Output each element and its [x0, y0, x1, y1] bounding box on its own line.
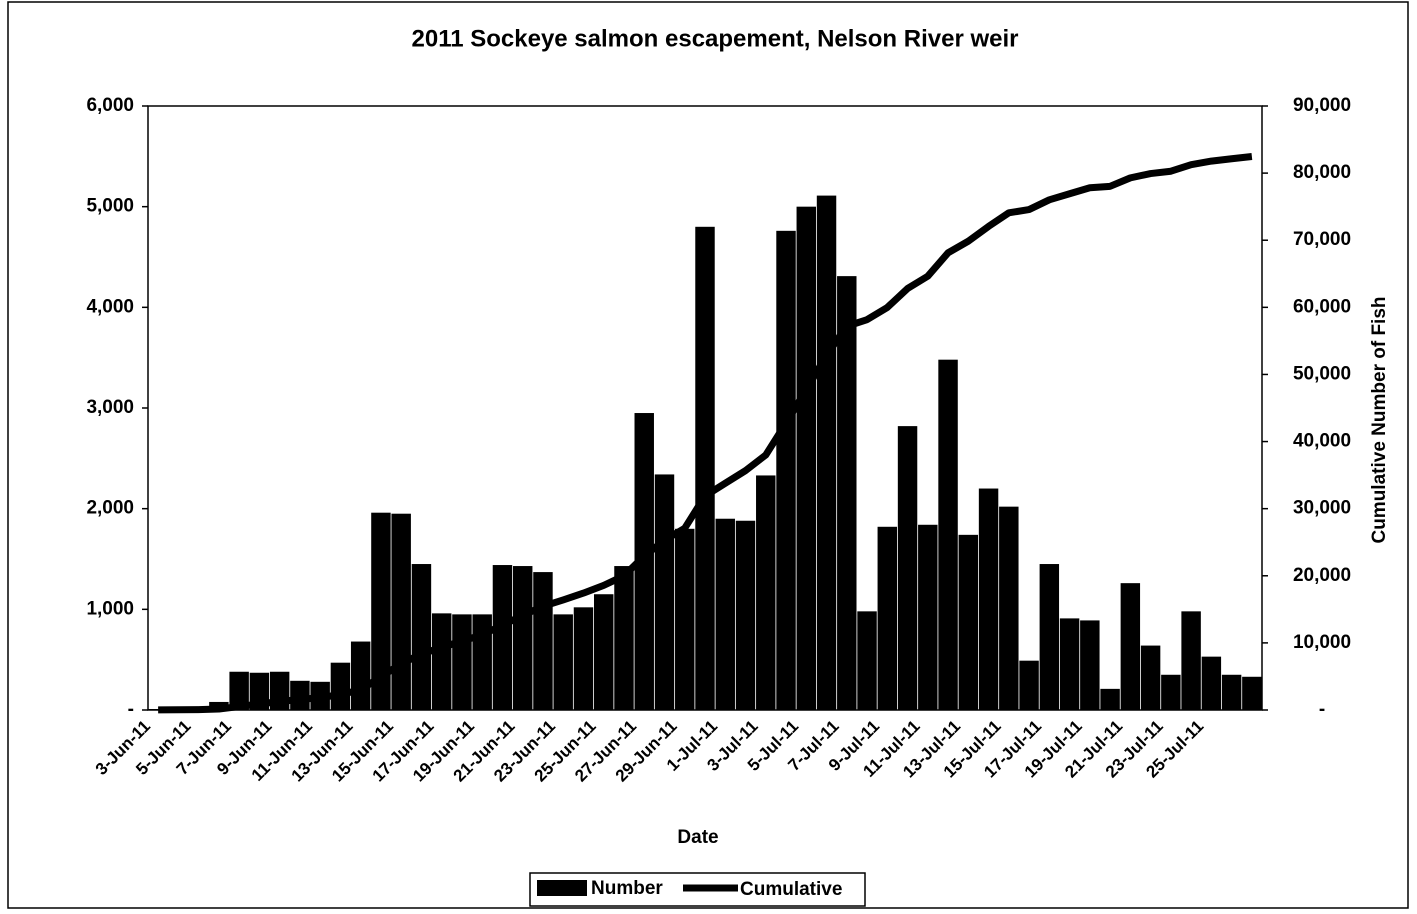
bar [735, 520, 756, 710]
legend-label: Number [591, 878, 663, 899]
bar [512, 566, 533, 710]
bar [715, 518, 735, 710]
chart-title: 2011 Sockeye salmon escapement, Nelson R… [412, 25, 1019, 52]
bar [978, 488, 999, 710]
bar [594, 594, 614, 710]
bar [1181, 611, 1201, 710]
bar [776, 230, 796, 710]
bar [877, 526, 898, 710]
bar [614, 566, 634, 710]
y2-tick-label: 80,000 [1293, 162, 1351, 183]
bar [634, 413, 654, 710]
bar [1242, 676, 1262, 710]
bar [452, 614, 472, 710]
y2-tick-label: - [1319, 699, 1325, 720]
x-axis-label: Date [677, 827, 718, 848]
y2-tick-label: 30,000 [1293, 498, 1351, 519]
bar [756, 475, 776, 710]
bar [553, 614, 573, 710]
bar [695, 226, 715, 711]
page-frame [7, 1, 1409, 909]
bar [1201, 656, 1222, 710]
bar [229, 671, 249, 710]
cumulative-line [158, 153, 1253, 714]
bar [918, 524, 938, 710]
bar [999, 506, 1019, 710]
bar [837, 276, 857, 710]
y2-tick-label: 40,000 [1293, 431, 1351, 452]
bar [1039, 564, 1060, 710]
bar [1221, 674, 1242, 710]
bar [796, 206, 816, 710]
bar [675, 528, 695, 710]
bar [958, 534, 979, 710]
y2-tick-label: 20,000 [1293, 565, 1351, 586]
y2-tick-label: 60,000 [1293, 296, 1351, 317]
bar [411, 564, 432, 710]
y-tick-label: 6,000 [86, 95, 134, 116]
bar [573, 607, 594, 710]
bar [1120, 583, 1141, 710]
bar [350, 641, 371, 710]
bar [391, 513, 411, 710]
bar [1100, 688, 1120, 710]
bar [492, 565, 513, 710]
y2-axis-label: Cumulative Number of Fish [1369, 296, 1390, 543]
bar [816, 195, 837, 711]
bar [330, 662, 351, 710]
legend-label: Cumulative [740, 879, 842, 900]
bar [371, 512, 391, 710]
bar [533, 572, 553, 710]
bar [938, 359, 958, 710]
y2-tick-label: 70,000 [1293, 229, 1351, 250]
y-tick-label: 4,000 [86, 296, 134, 317]
bar [1080, 620, 1100, 710]
y-tick-label: 1,000 [86, 598, 134, 619]
bar [897, 426, 918, 710]
y-tick-label: 5,000 [86, 196, 134, 217]
y2-tick-label: 10,000 [1293, 632, 1351, 653]
bar [857, 611, 877, 710]
bar [1161, 674, 1181, 710]
y-tick-label: 2,000 [86, 498, 134, 519]
bar [1019, 660, 1039, 710]
y2-tick-label: 90,000 [1293, 95, 1351, 116]
legend-swatch [537, 880, 587, 896]
bar [1059, 618, 1080, 710]
bar [1140, 645, 1161, 710]
y-tick-label: 3,000 [86, 397, 134, 418]
y-tick-label: - [128, 699, 134, 720]
y2-tick-label: 50,000 [1293, 363, 1351, 384]
bar [654, 474, 675, 710]
bar [431, 613, 452, 710]
